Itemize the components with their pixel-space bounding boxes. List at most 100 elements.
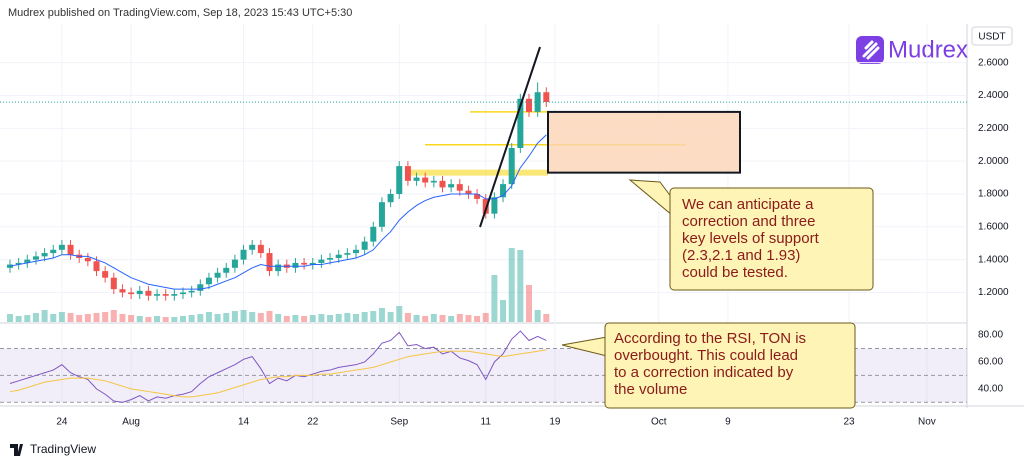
volume-bar (76, 315, 83, 322)
candle-body (430, 180, 437, 183)
volume-bar (7, 314, 13, 322)
volume-bar (396, 306, 403, 322)
x-tick-label: Nov (918, 417, 936, 428)
unit-box (971, 26, 1013, 46)
volume-bar (370, 311, 377, 322)
volume-bar (508, 248, 515, 322)
volume-bar (180, 316, 186, 322)
volume-bar (145, 317, 152, 322)
candle-body (275, 264, 282, 272)
candle-body (491, 197, 498, 214)
candle-body (188, 290, 195, 293)
header: Mudrex published on TradingView.com, Sep… (8, 7, 352, 19)
y-tick-label: 80.00 (978, 330, 1003, 341)
volume-bar (335, 314, 342, 322)
volume-bar (543, 314, 550, 322)
ema-line (9, 134, 547, 290)
volume-bar (309, 315, 316, 322)
volume-bar (283, 316, 290, 322)
volume-bar (474, 316, 481, 322)
note-line: We can anticipate a (682, 196, 814, 213)
volume-bar (266, 311, 273, 322)
volume-bar (378, 308, 385, 322)
callout-box (669, 187, 874, 291)
volume-bar (387, 312, 394, 322)
volume-bar (171, 317, 178, 322)
candle-body (171, 294, 178, 296)
note-line: correction and three (682, 213, 815, 230)
candle-body (110, 277, 117, 290)
footer-text: TradingView (30, 442, 96, 456)
candle-body (465, 190, 472, 194)
candle-body (32, 256, 39, 260)
volume-bar (197, 314, 204, 322)
volume-bar (188, 315, 195, 322)
y-tick-label: 1.4000 (978, 254, 1009, 265)
volume-bar (327, 315, 334, 322)
footer: TradingView (10, 442, 96, 456)
x-tick-label: 24 (56, 417, 68, 428)
x-tick-label: Oct (651, 417, 667, 428)
candle-body (500, 184, 507, 198)
callout-pointer (628, 179, 673, 217)
rsi-line (9, 330, 547, 403)
candle-body (58, 244, 65, 250)
candle-body (67, 244, 74, 255)
candle-body (413, 177, 420, 181)
volume-bar (32, 313, 39, 322)
candle-body (404, 166, 411, 181)
candle-body (266, 253, 273, 272)
candle-body (240, 249, 247, 260)
note-line: According to the RSI, TON is (614, 330, 806, 347)
volume-bar (526, 285, 532, 322)
candle-body (396, 166, 403, 194)
trend-line (479, 46, 541, 228)
x-tick-label: 23 (843, 417, 855, 428)
volume-bar (154, 316, 161, 322)
x-tick-label: 14 (238, 417, 250, 428)
note-line: key levels of support (682, 230, 820, 247)
callout-box (604, 322, 856, 409)
candle-body (422, 177, 429, 183)
candle-body (119, 289, 126, 293)
volume-bar (448, 316, 455, 322)
note-line: (2.3,2.1 and 1.93) (682, 247, 800, 264)
rsi-line (9, 349, 547, 398)
candle-body (474, 193, 481, 199)
volume-bar (24, 315, 31, 322)
y-tick-label: 1.2000 (978, 287, 1009, 298)
candle-body (15, 262, 22, 265)
volume-bar (84, 314, 91, 322)
volume-bar (205, 312, 212, 322)
volume-bar (257, 313, 264, 322)
candle-body (301, 262, 308, 265)
volume-bar (430, 314, 437, 322)
volume-bar (223, 313, 230, 322)
candle-body (335, 254, 342, 258)
volume-bar (318, 314, 325, 322)
candle-body (24, 259, 31, 263)
logo-text: Mudrex (888, 36, 968, 63)
y-tick-label: 40.00 (978, 384, 1003, 395)
x-tick-label: 9 (725, 417, 731, 428)
candle-body (223, 267, 230, 273)
volume-bar (136, 316, 143, 322)
candle-body (309, 262, 316, 265)
candle-body (249, 244, 256, 250)
volume-bar (517, 250, 524, 322)
candle-body (205, 277, 212, 285)
candle-body (257, 244, 264, 254)
candle-body (292, 262, 299, 268)
note-line: overbought. This could lead (614, 347, 798, 364)
logo: Mudrex (856, 36, 968, 64)
candle-body (214, 272, 221, 278)
candle-body (162, 294, 169, 296)
volume-bar (231, 311, 238, 322)
x-tick-label: 19 (549, 417, 561, 428)
price-axis-bg (967, 24, 1024, 408)
volume-bar (58, 312, 65, 322)
candle-body (543, 92, 550, 103)
note-line: to a correction indicated by (614, 364, 794, 381)
volume-bar (292, 315, 299, 322)
candle-body (370, 226, 377, 242)
